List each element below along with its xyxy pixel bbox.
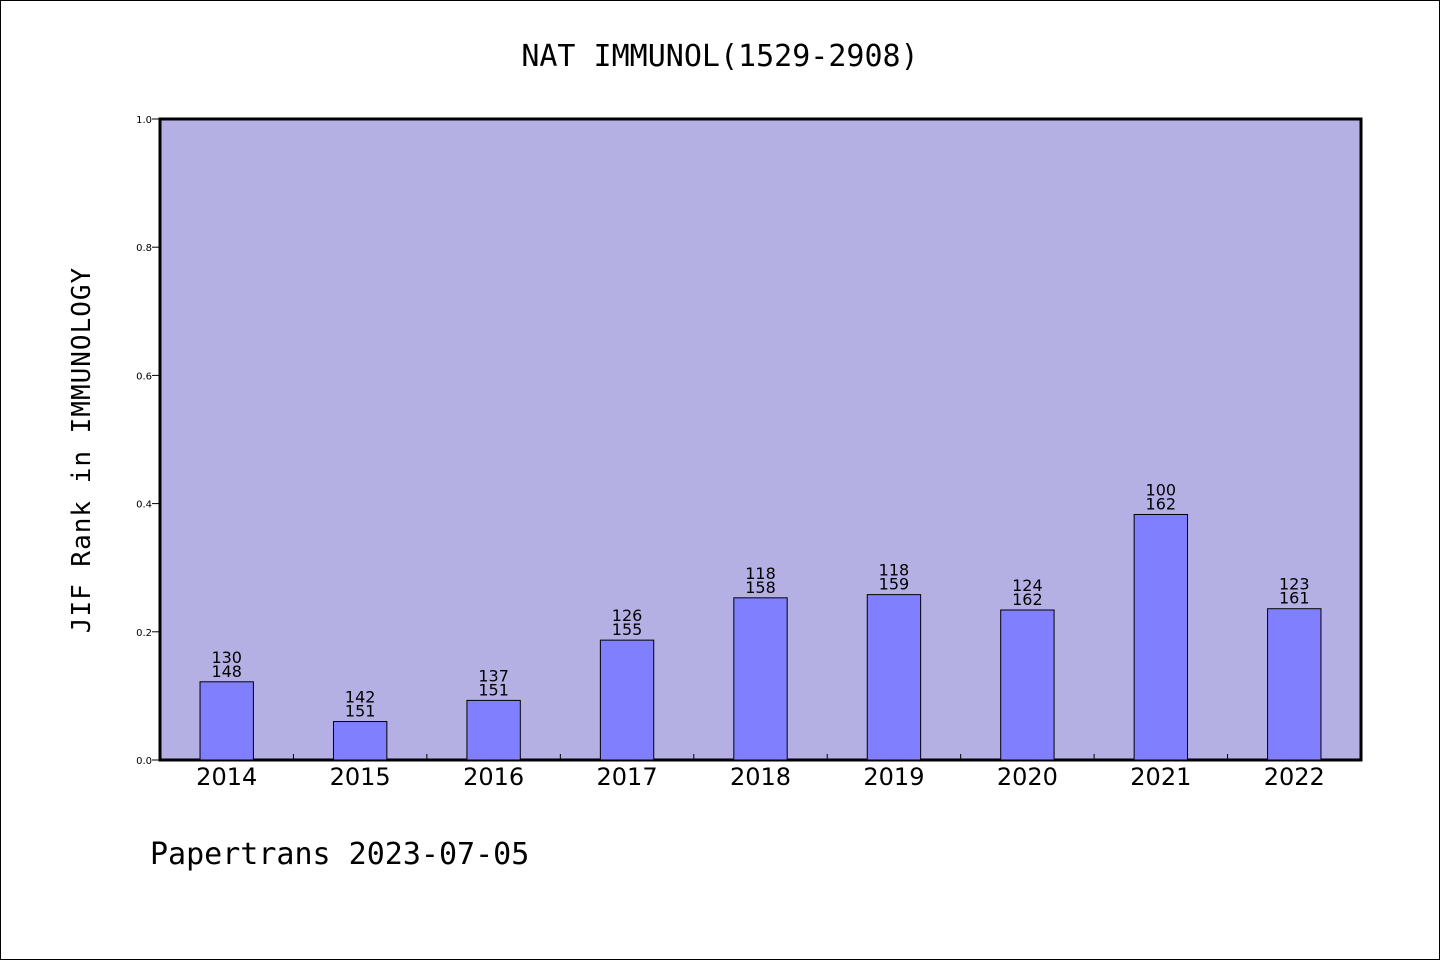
y-axis-ticks: 0.0 0.2 0.4 0.6 0.8 1.0 [136,115,160,767]
y-tick-label: 0.6 [136,371,152,382]
bar-2015 [332,721,388,761]
x-tick-label: 2014 [196,763,257,791]
chart-title: NAT IMMUNOL(1529-2908) [521,39,918,74]
x-tick-label: 2021 [1130,763,1191,791]
total-label: 158 [745,578,776,597]
total-label: 162 [1146,494,1177,513]
total-label: 151 [478,680,509,699]
footer-credit: Papertrans 2023-07-05 [150,837,529,872]
rank-label: 130 [211,648,242,667]
bar-2022 [1267,608,1322,761]
x-tick-label: 2019 [863,763,924,791]
x-tick-label: 2016 [463,763,524,791]
y-tick-label: 0.2 [136,628,152,639]
y-tick-label: 0.8 [136,243,152,254]
y-tick-label: 1.0 [136,115,152,126]
x-tick-label: 2022 [1264,763,1325,791]
x-tick-label: 2020 [997,763,1058,791]
rank-label: 124 [1012,576,1043,595]
rank-label: 126 [612,606,643,625]
rank-label: 123 [1279,575,1310,594]
total-label: 148 [211,662,242,681]
y-tick-label: 0.4 [136,500,152,511]
bar-2016 [466,699,521,761]
bar-2017 [599,639,655,761]
total-label: 162 [1012,590,1043,609]
x-axis-ticks: 2014 2015 2016 2017 2018 2019 2020 2021 2022 [196,754,1325,791]
rank-label: 100 [1146,480,1177,499]
x-tick-label: 2017 [597,763,658,791]
x-tick-label: 2015 [330,763,391,791]
y-axis-label: JIF Rank in IMMUNOLOGY [67,267,97,633]
x-tick-label: 2018 [730,763,791,791]
rank-label: 118 [879,561,910,580]
total-label: 155 [612,620,643,639]
y-tick-label: 0.0 [136,756,152,767]
bar-2019 [866,594,922,761]
total-label: 159 [879,575,910,594]
total-label: 161 [1279,589,1310,608]
bars [199,513,1322,761]
rank-label: 137 [478,666,509,685]
bar-2020 [1000,609,1055,761]
bar-2014 [199,681,254,761]
bar-2021 [1133,513,1189,761]
bar-2018 [733,597,788,761]
rank-label: 142 [345,688,376,707]
rank-label: 118 [745,564,776,583]
total-label: 151 [345,702,376,721]
